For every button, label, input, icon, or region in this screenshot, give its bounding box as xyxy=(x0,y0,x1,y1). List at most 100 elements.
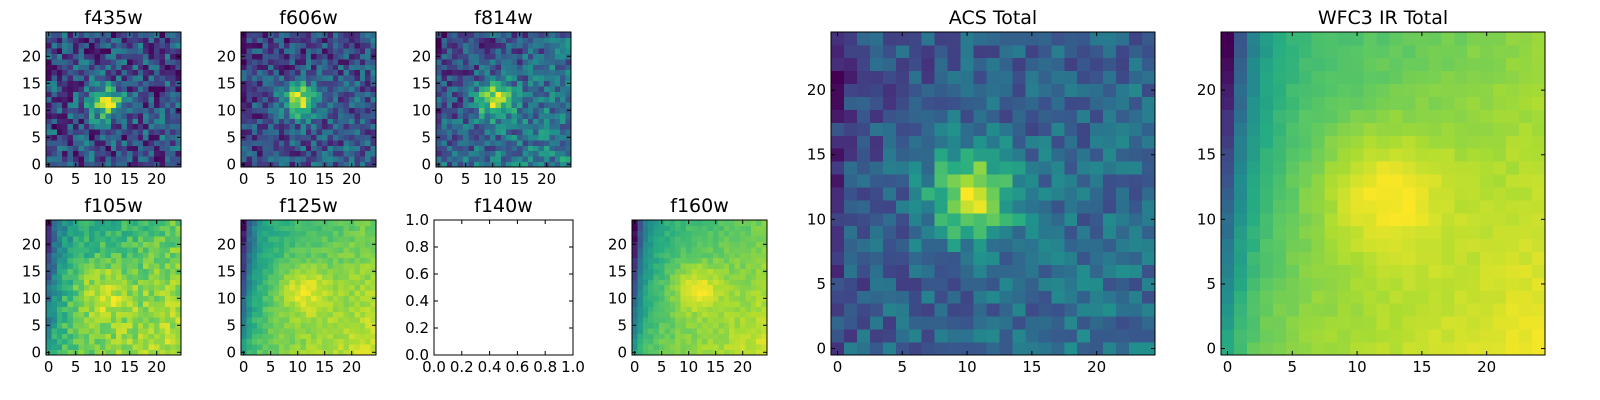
heatmap-cell xyxy=(1221,251,1235,265)
heatmap-cell xyxy=(365,102,371,108)
heatmap-cell xyxy=(648,317,654,323)
heatmap-cell xyxy=(691,263,698,269)
heatmap-cell xyxy=(89,322,95,329)
heatmap-cell xyxy=(164,333,171,340)
heatmap-cell xyxy=(273,252,280,259)
heatmap-cell xyxy=(750,268,757,275)
heatmap-cell xyxy=(83,257,90,264)
heatmap-cell xyxy=(257,274,263,280)
heatmap-cell xyxy=(278,230,285,237)
heatmap-cell xyxy=(154,338,160,345)
heatmap-cell xyxy=(517,113,523,119)
heatmap-cell xyxy=(51,236,58,242)
heatmap-cell xyxy=(468,75,475,81)
heatmap-cell xyxy=(273,290,280,296)
heatmap-cell xyxy=(365,48,371,54)
heatmap-cell xyxy=(137,279,144,286)
heatmap-cell xyxy=(973,32,987,46)
heatmap-cell xyxy=(257,64,263,71)
heatmap-cell xyxy=(78,333,85,340)
heatmap-cell xyxy=(284,241,290,248)
heatmap-cell xyxy=(121,268,128,275)
heatmap-cell xyxy=(1350,187,1364,201)
heatmap-cell xyxy=(143,156,149,162)
heatmap-cell xyxy=(300,129,307,135)
heatmap-cell xyxy=(268,279,274,286)
heatmap-cell xyxy=(713,268,719,275)
heatmap-cell xyxy=(533,64,539,71)
heatmap-cell xyxy=(116,53,122,60)
heatmap-cell xyxy=(882,122,897,136)
heatmap-cell xyxy=(565,91,572,98)
heatmap-cell xyxy=(696,279,703,286)
heatmap-cell xyxy=(745,279,752,286)
heatmap-cell xyxy=(251,150,258,157)
heatmap-cell xyxy=(675,263,681,269)
heatmap-cell xyxy=(359,328,366,334)
heatmap-cell xyxy=(175,338,182,345)
heatmap-cell xyxy=(154,123,160,130)
heatmap-cell xyxy=(143,301,149,307)
heatmap-cell xyxy=(642,301,649,307)
heatmap-cell xyxy=(1051,303,1065,317)
heatmap-cell xyxy=(500,53,507,60)
heatmap-cell xyxy=(143,328,149,334)
heatmap-cell xyxy=(338,279,344,286)
heatmap-cell xyxy=(637,295,644,302)
heatmap-cell xyxy=(289,306,296,313)
heatmap-cell xyxy=(446,37,453,44)
heatmap-cell xyxy=(300,75,307,81)
heatmap-cell xyxy=(105,274,112,280)
heatmap-cell xyxy=(100,263,106,269)
x-tick-label: 10 xyxy=(679,358,698,376)
panel-title: f125w xyxy=(279,195,338,217)
heatmap-cell xyxy=(533,134,539,141)
heatmap-cell xyxy=(143,91,149,98)
heatmap-cell xyxy=(632,252,638,259)
heatmap-cell xyxy=(73,306,79,313)
heatmap-cell xyxy=(1116,342,1130,356)
heatmap-cell xyxy=(354,134,361,141)
heatmap-cell xyxy=(1064,109,1078,123)
heatmap-cell xyxy=(696,257,703,264)
heatmap-cell xyxy=(338,145,344,152)
heatmap-cell xyxy=(262,220,269,226)
heatmap-cell xyxy=(869,83,884,97)
heatmap-cell xyxy=(78,102,85,108)
x-tick-label: 0 xyxy=(434,170,444,188)
heatmap-cell xyxy=(1051,199,1065,214)
heatmap-cell xyxy=(110,333,117,340)
heatmap-cell xyxy=(311,118,317,125)
heatmap-cell xyxy=(46,230,52,237)
heatmap-cell xyxy=(1402,225,1416,240)
heatmap-cell xyxy=(696,311,703,318)
heatmap-cell xyxy=(94,333,101,340)
heatmap-cell xyxy=(1324,342,1339,356)
heatmap-cell xyxy=(311,96,317,103)
y-tick-label: 0 xyxy=(816,340,826,358)
heatmap-cell xyxy=(452,80,458,87)
heatmap-cells xyxy=(46,220,182,356)
heatmap-cell xyxy=(648,290,654,296)
heatmap-cell xyxy=(527,80,534,87)
heatmap-cell xyxy=(175,247,182,253)
heatmap-cell xyxy=(349,134,355,141)
heatmap-cell xyxy=(1493,264,1507,278)
y-tick-label: 0 xyxy=(617,343,627,361)
heatmap-cell xyxy=(89,301,95,307)
heatmap-cell xyxy=(246,107,253,114)
heatmap-cell xyxy=(322,263,328,269)
heatmap-cell xyxy=(322,257,328,264)
heatmap-cell xyxy=(648,225,654,232)
heatmap-cell xyxy=(1142,212,1156,227)
heatmap-cell xyxy=(960,277,974,291)
heatmap-cell xyxy=(1077,96,1091,110)
heatmap-cell xyxy=(284,220,290,226)
heatmap-cell xyxy=(73,150,79,157)
heatmap-cell xyxy=(522,145,529,152)
heatmap-cell xyxy=(241,333,247,340)
heatmap-cell xyxy=(343,241,350,248)
heatmap-cell xyxy=(273,247,280,253)
heatmap-cell xyxy=(484,123,491,130)
heatmap-cell xyxy=(273,37,280,44)
